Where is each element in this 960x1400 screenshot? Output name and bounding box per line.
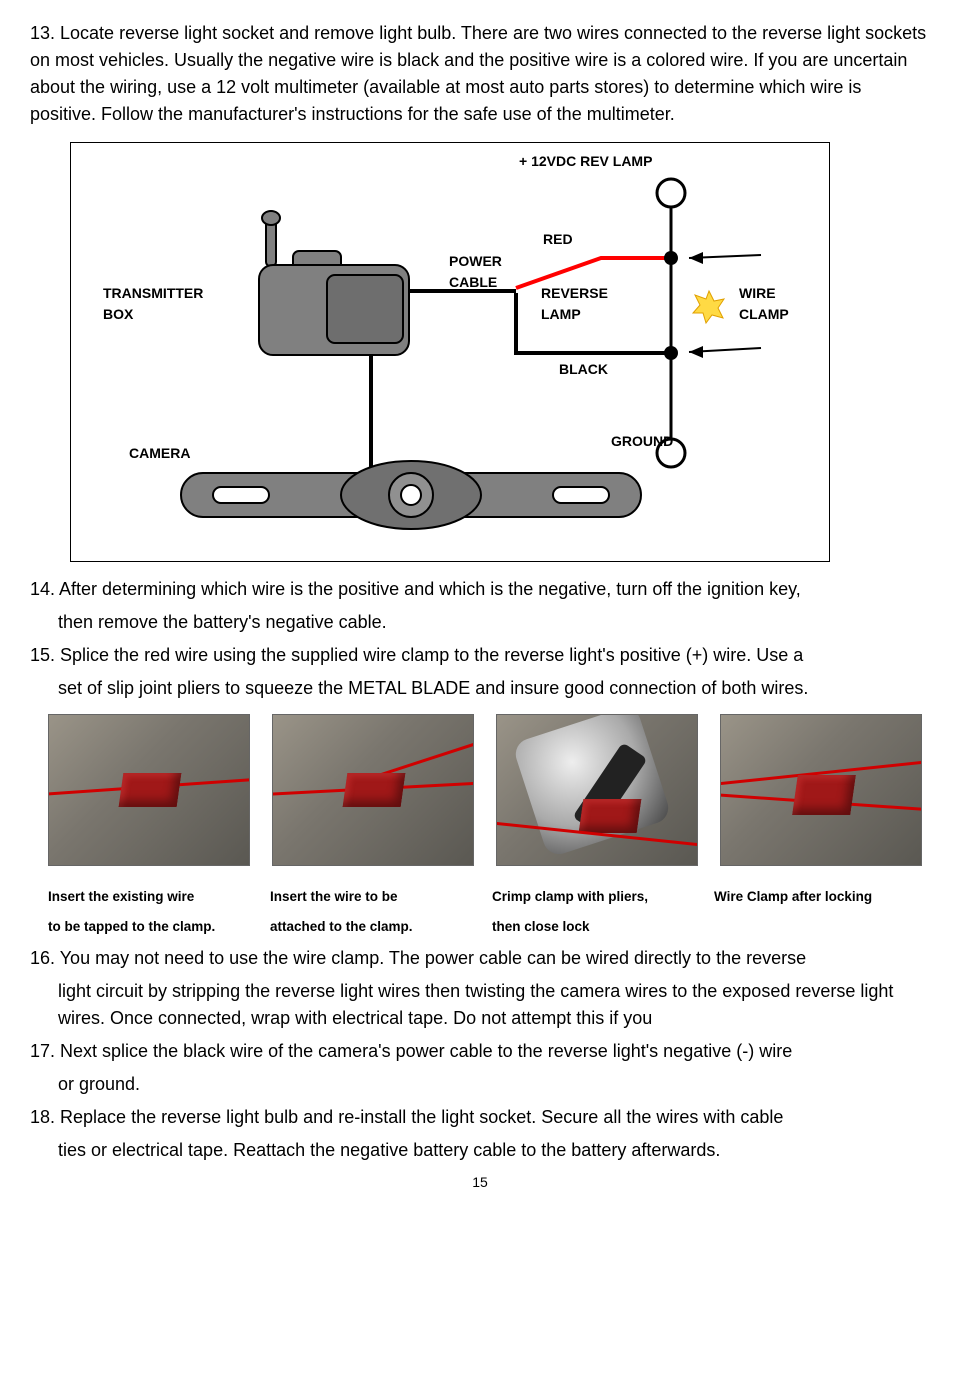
step-14-line2: then remove the battery's negative cable… bbox=[30, 609, 930, 636]
step-17-line2: or ground. bbox=[30, 1071, 930, 1098]
diagram-label-wireclamp: WIRE CLAMP bbox=[739, 283, 789, 325]
diagram-label-ground: GROUND bbox=[611, 431, 673, 452]
caption-3b: then close lock bbox=[492, 919, 590, 934]
caption-row: Insert the existing wire to be tapped to… bbox=[48, 882, 930, 941]
step-16-line1: 16. You may not need to use the wire cla… bbox=[30, 945, 930, 972]
step-18-line1: 18. Replace the reverse light bulb and r… bbox=[30, 1104, 930, 1131]
step-14-line1: 14. After determining which wire is the … bbox=[30, 576, 930, 603]
wiring-diagram: + 12VDC REV LAMP TRANSMITTER BOX POWER C… bbox=[70, 142, 830, 562]
step-17-line1: 17. Next splice the black wire of the ca… bbox=[30, 1038, 930, 1065]
diagram-label-black: BLACK bbox=[559, 359, 608, 380]
step-15-line1: 15. Splice the red wire using the suppli… bbox=[30, 642, 930, 669]
photo-1 bbox=[48, 714, 250, 866]
caption-2b: attached to the clamp. bbox=[270, 919, 413, 934]
caption-4a: Wire Clamp after locking bbox=[714, 889, 872, 904]
photo-row bbox=[48, 714, 930, 866]
caption-2a: Insert the wire to be bbox=[270, 889, 398, 904]
diagram-label-rev: + 12VDC REV LAMP bbox=[519, 151, 652, 172]
diagram-label-red: RED bbox=[543, 229, 573, 250]
diagram-label-tx: TRANSMITTER BOX bbox=[103, 283, 203, 325]
photo-3 bbox=[496, 714, 698, 866]
caption-3a: Crimp clamp with pliers, bbox=[492, 889, 648, 904]
step-18-line2: ties or electrical tape. Reattach the ne… bbox=[30, 1137, 930, 1164]
step-13: 13. Locate reverse light socket and remo… bbox=[30, 20, 930, 128]
page-number: 15 bbox=[30, 1172, 930, 1193]
caption-1b: to be tapped to the clamp. bbox=[48, 919, 215, 934]
photo-4 bbox=[720, 714, 922, 866]
caption-1a: Insert the existing wire bbox=[48, 889, 194, 904]
step-15-line2: set of slip joint pliers to squeeze the … bbox=[30, 675, 930, 702]
photo-2 bbox=[272, 714, 474, 866]
step-16-line2: light circuit by stripping the reverse l… bbox=[30, 978, 930, 1032]
diagram-label-camera: CAMERA bbox=[129, 443, 190, 464]
diagram-label-power: POWER CABLE bbox=[449, 251, 502, 293]
diagram-label-revlamp: REVERSE LAMP bbox=[541, 283, 608, 325]
